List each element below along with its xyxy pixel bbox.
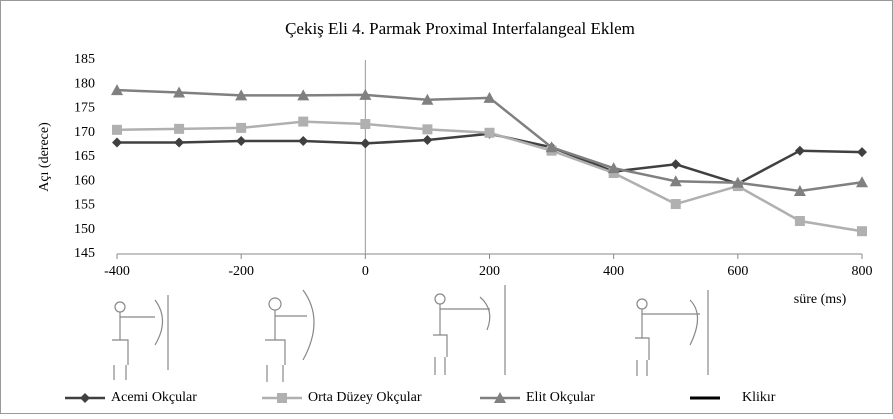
y-tick-label: 180 — [74, 76, 95, 91]
y-tick-label: 175 — [74, 101, 95, 116]
x-tick-label: -400 — [104, 264, 130, 279]
y-tick-label: 170 — [74, 125, 95, 140]
marker — [793, 184, 806, 196]
archer-3 — [433, 285, 506, 375]
marker — [298, 116, 309, 127]
archer-illustrations — [112, 285, 709, 382]
legend-item: Elit Okçular — [480, 390, 595, 405]
marker — [607, 162, 620, 174]
x-tick-label: -200 — [228, 264, 254, 279]
x-axis-label: süre (ms) — [794, 292, 847, 307]
marker — [112, 137, 122, 148]
marker — [731, 176, 744, 188]
archer-1 — [112, 295, 169, 380]
legend-label: Orta Düzey Okçular — [308, 390, 422, 405]
marker — [669, 175, 682, 187]
marker — [236, 135, 247, 146]
marker — [173, 86, 186, 98]
legend-item: Klikır — [690, 390, 776, 405]
marker — [277, 393, 287, 403]
marker — [174, 123, 185, 134]
marker — [670, 199, 681, 210]
x-tick-label: 800 — [852, 264, 873, 279]
y-tick-label: 150 — [74, 222, 95, 237]
marker — [421, 93, 434, 105]
marker — [174, 137, 185, 148]
marker — [856, 176, 868, 188]
marker — [298, 135, 309, 146]
marker — [670, 159, 681, 170]
marker — [80, 393, 90, 403]
marker — [545, 141, 558, 153]
marker — [360, 138, 371, 149]
x-tick-label: 0 — [362, 264, 369, 279]
legend-label: Acemi Okçular — [111, 390, 197, 405]
chart-title: Çekiş Eli 4. Parmak Proximal Interfalang… — [285, 19, 635, 38]
marker — [422, 135, 433, 146]
x-tick-label: 200 — [479, 264, 500, 279]
marker — [857, 147, 867, 158]
y-tick-label: 155 — [74, 198, 95, 213]
marker — [359, 88, 372, 100]
marker — [794, 216, 805, 227]
marker — [235, 89, 248, 101]
y-tick-label: 160 — [74, 173, 95, 188]
marker — [297, 89, 310, 101]
x-tick-label: 400 — [603, 264, 624, 279]
x-tick-label: 600 — [727, 264, 748, 279]
archer-4 — [635, 290, 709, 376]
marker — [422, 124, 433, 135]
marker — [494, 392, 506, 403]
marker — [236, 122, 247, 133]
y-tick-label: 165 — [74, 149, 95, 164]
y-axis-label: Açı (derece) — [37, 122, 52, 192]
marker — [857, 226, 867, 237]
y-tick-label: 145 — [74, 246, 95, 261]
marker — [794, 145, 805, 156]
marker — [484, 127, 495, 138]
marker — [112, 124, 122, 135]
legend-item: Orta Düzey Okçular — [262, 390, 422, 405]
legend-label: Elit Okçular — [526, 390, 595, 405]
marker — [111, 84, 123, 96]
archer-2 — [265, 289, 315, 382]
legend-label: Klikır — [742, 390, 776, 405]
legend-item: Acemi Okçular — [65, 390, 197, 405]
marker — [483, 91, 496, 103]
marker — [360, 119, 371, 130]
y-tick-label: 185 — [74, 52, 95, 67]
